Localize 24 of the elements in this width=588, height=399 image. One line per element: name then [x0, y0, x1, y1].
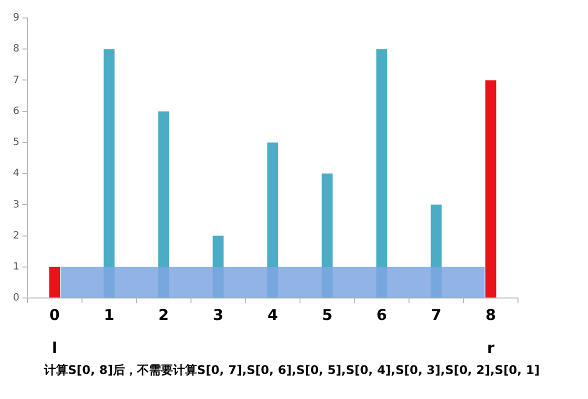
bar [49, 266, 60, 298]
y-tick-label: 2 [12, 230, 20, 242]
y-tick-label: 7 [12, 74, 20, 86]
y-tick-label: 4 [12, 168, 20, 180]
bar [485, 80, 496, 298]
y-tick-label: 5 [12, 137, 20, 148]
x-tick-label: 1 [104, 306, 114, 324]
y-tick-label: 3 [12, 199, 20, 210]
x-tick-label: 6 [376, 306, 387, 324]
text: l [52, 339, 58, 357]
y-tick-label: 6 [12, 106, 20, 117]
y-tick-label: 1 [12, 261, 20, 272]
text: 计算S[0, 8]后，不需要计算S[0, 7],S[0, 6],S[0, 5],S[0, 4],S[0, 3],S[0, 2],S[0, 1] [44, 362, 540, 379]
text: r [487, 339, 496, 357]
x-tick-label: 4 [267, 306, 278, 324]
x-tick-label: 8 [486, 306, 496, 324]
y-tick-label: 0 [12, 292, 20, 304]
x-tick-label: 5 [322, 306, 332, 324]
y-tick-label: 9 [12, 12, 20, 24]
x-tick-label: 2 [158, 306, 169, 324]
x-tick-label: 7 [431, 306, 442, 324]
y-tick-label: 8 [12, 44, 20, 55]
x-tick-label: 3 [212, 306, 224, 324]
x-tick-label: 0 [49, 306, 60, 324]
